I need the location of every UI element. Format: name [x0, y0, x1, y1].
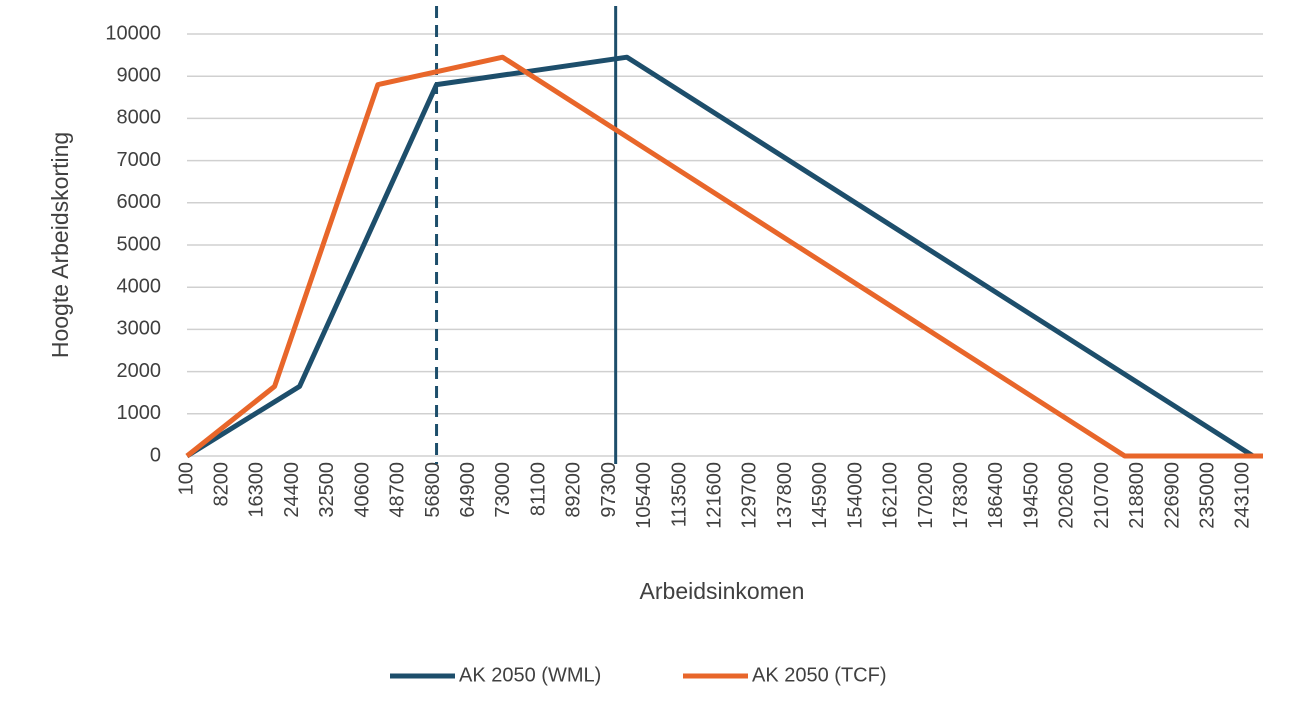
- x-tick-label: 81100: [527, 462, 549, 516]
- x-tick-label: 243100: [1232, 462, 1254, 529]
- y-tick-label: 3000: [117, 318, 162, 340]
- x-tick-label: 162100: [880, 462, 902, 529]
- y-tick-label: 5000: [117, 233, 162, 255]
- y-tick-label: 7000: [117, 149, 162, 171]
- x-tick-label: 210700: [1091, 462, 1113, 529]
- y-tick-label: 0: [150, 444, 161, 466]
- x-tick-label: 154000: [844, 462, 866, 529]
- x-tick-label: 73000: [492, 462, 514, 518]
- y-tick-label: 8000: [117, 107, 162, 129]
- x-tick-label: 121600: [703, 462, 725, 529]
- y-tick-label: 6000: [117, 191, 162, 213]
- x-tick-label: 24400: [281, 462, 303, 518]
- x-tick-label: 40600: [351, 462, 373, 518]
- x-tick-label: 16300: [246, 462, 268, 518]
- x-tick-label: 194500: [1020, 462, 1042, 529]
- x-tick-label: 202600: [1056, 462, 1078, 529]
- x-tick-label: 56800: [422, 462, 444, 518]
- series-line: [185, 54, 1263, 459]
- x-tick-label: 170200: [915, 462, 937, 529]
- x-tick-label: 113500: [668, 462, 690, 527]
- x-tick-label: 129700: [739, 462, 761, 529]
- x-tick-label: 48700: [387, 462, 409, 518]
- legend-label: AK 2050 (WML): [459, 664, 601, 686]
- y-tick-label: 4000: [117, 275, 162, 297]
- y-tick-label: 9000: [117, 64, 162, 86]
- x-tick-label: 145900: [809, 462, 831, 529]
- x-tick-label: 64900: [457, 462, 479, 518]
- legend-label: AK 2050 (TCF): [752, 664, 886, 686]
- x-tick-label: 89200: [563, 462, 585, 518]
- y-tick-label: 1000: [117, 402, 162, 424]
- y-tick-label: 10000: [105, 22, 161, 44]
- x-tick-label: 137800: [774, 462, 796, 529]
- x-tick-label: 235000: [1197, 462, 1219, 529]
- x-tick-label: 186400: [985, 462, 1007, 529]
- x-tick-label: 8200: [210, 462, 232, 507]
- x-tick-label: 97300: [598, 462, 620, 518]
- x-tick-label: 32500: [316, 462, 338, 518]
- y-tick-label: 2000: [117, 360, 162, 382]
- x-tick-label: 100: [175, 462, 197, 495]
- x-axis-title: Arbeidsinkomen: [640, 578, 805, 604]
- x-tick-label: 218800: [1126, 462, 1148, 529]
- series-line: [185, 54, 1263, 459]
- x-tick-label: 105400: [633, 462, 655, 529]
- x-tick-label: 226900: [1161, 462, 1183, 529]
- x-tick-label: 178300: [950, 462, 972, 529]
- y-axis-title: Hoogte Arbeidskorting: [47, 132, 73, 358]
